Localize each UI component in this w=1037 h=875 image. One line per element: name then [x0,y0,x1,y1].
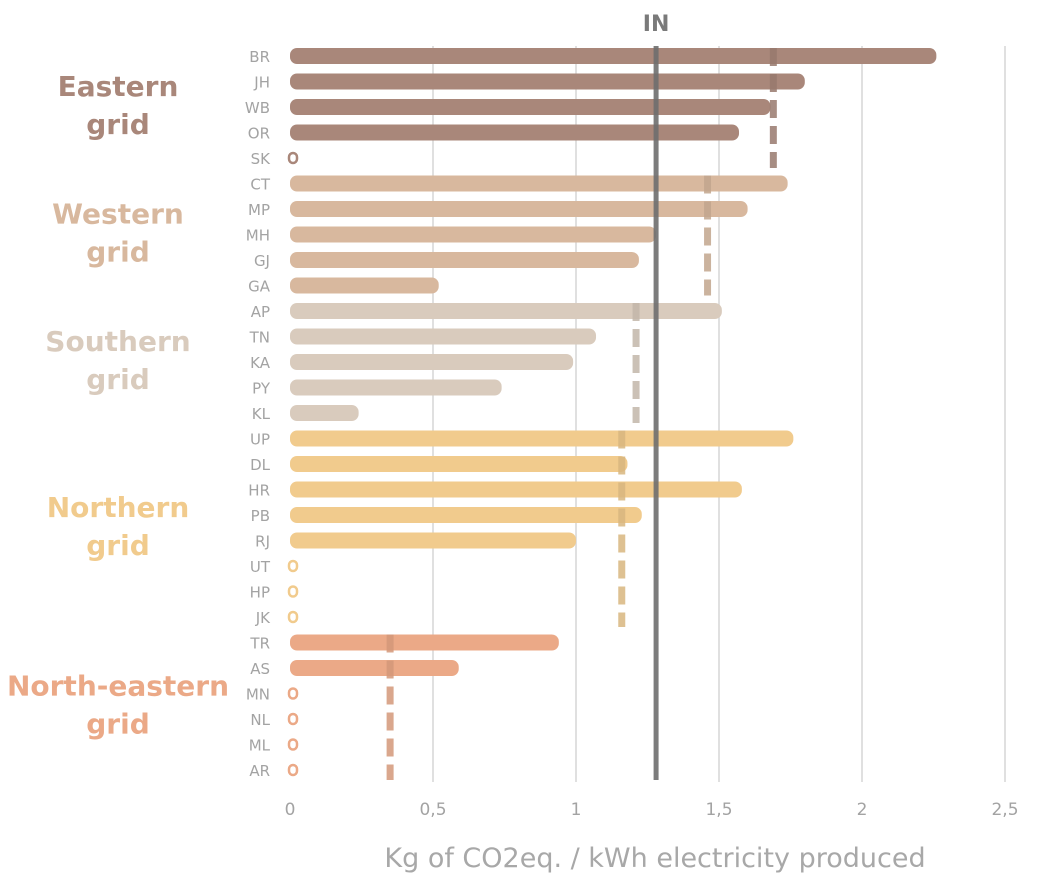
bar-ut [287,559,299,573]
state-label-ut: UT [250,558,271,576]
reference-line-label: IN [643,12,670,37]
x-tick-label: 2 [857,800,868,820]
state-label-mh: MH [246,227,270,245]
state-label-ga: GA [248,278,271,296]
bar-py [290,379,502,396]
grid-label-line: Western [52,198,184,231]
state-label-dl: DL [250,456,271,474]
grid-label-line: North-eastern [7,669,229,702]
state-label-tn: TN [249,329,270,347]
bar-sk [287,151,299,165]
state-label-hr: HR [248,482,270,500]
grid-label-line: grid [86,707,150,740]
x-tick-label: 0 [285,800,296,820]
bar-nl [287,712,299,726]
x-tick-label: 0,5 [419,800,446,820]
grid-label-line: Eastern [58,70,179,103]
bar-hp [287,585,299,598]
state-label-nl: NL [250,711,270,729]
bar-ga [290,277,439,294]
state-label-pb: PB [251,507,270,525]
grid-label-line: Northern [47,491,190,524]
bar-pb [290,507,642,523]
state-label-ap: AP [251,303,270,321]
bar-or [290,124,740,141]
labels: 0 0,5 1 1,5 2 2,5 BR JH WB OR SK Eastern grid CT MP MH G… [7,48,1019,820]
x-axis-label: Kg of CO2eq. / kWh electricity produced [384,843,925,874]
bar-tr [290,634,559,651]
bar-mn [287,687,299,700]
gridlines [432,46,1006,782]
bar-tn [290,328,597,345]
bar-ap [290,303,722,319]
state-label-or: OR [248,125,270,143]
grid-label-line: grid [86,363,150,396]
bar-wb [290,99,771,115]
bar-hr [290,481,742,498]
state-label-ml: ML [249,737,271,755]
bar-gj [290,252,639,268]
reference-line-group: IN [643,12,670,780]
grid-label-line: grid [86,529,150,562]
x-tick-label: 2,5 [991,800,1018,820]
x-tick-label: 1 [571,800,582,820]
bar-kl [290,405,359,421]
bar-rj [290,532,576,549]
grid-average-lines [386,48,777,780]
bar-jh [290,73,805,90]
state-label-jh: JH [253,74,270,92]
state-label-gj: GJ [254,252,270,270]
bar-ml [287,738,299,751]
bars [287,48,937,777]
bar-ar [287,763,299,777]
state-label-hp: HP [250,584,270,602]
grid-label-line: grid [86,108,150,141]
grid-label: Southern grid [45,325,190,396]
grid-label: Western grid [52,198,184,269]
state-label-jk: JK [255,609,271,627]
bar-br [290,48,937,64]
state-label-rj: RJ [255,533,270,551]
bar-as [290,660,459,676]
state-label-ka: KA [250,354,271,372]
grid-label: Northern grid [47,491,190,562]
state-label-up: UP [250,431,270,449]
state-label-mn: MN [246,686,270,704]
state-label-as: AS [250,660,270,678]
bar-mp [290,201,748,217]
grid-label-line: Southern [45,325,190,358]
bar-mh [290,226,657,243]
bar-jk [287,610,299,624]
bar-ka [290,354,574,370]
state-label-br: BR [249,48,270,66]
grid-label-line: grid [86,236,150,269]
x-tick-label: 1,5 [705,800,732,820]
state-label-py: PY [252,380,271,398]
state-label-wb: WB [245,99,270,117]
grid-label: North-eastern grid [7,669,229,740]
state-label-tr: TR [249,635,270,653]
bar-up [290,430,794,447]
bar-dl [290,456,628,472]
state-label-ct: CT [250,176,270,194]
state-label-kl: KL [252,405,271,423]
state-label-sk: SK [251,150,272,168]
state-label-mp: MP [248,201,270,219]
grid-label: Eastern grid [58,70,179,141]
state-label-ar: AR [249,762,270,780]
bar-ct [290,175,788,192]
